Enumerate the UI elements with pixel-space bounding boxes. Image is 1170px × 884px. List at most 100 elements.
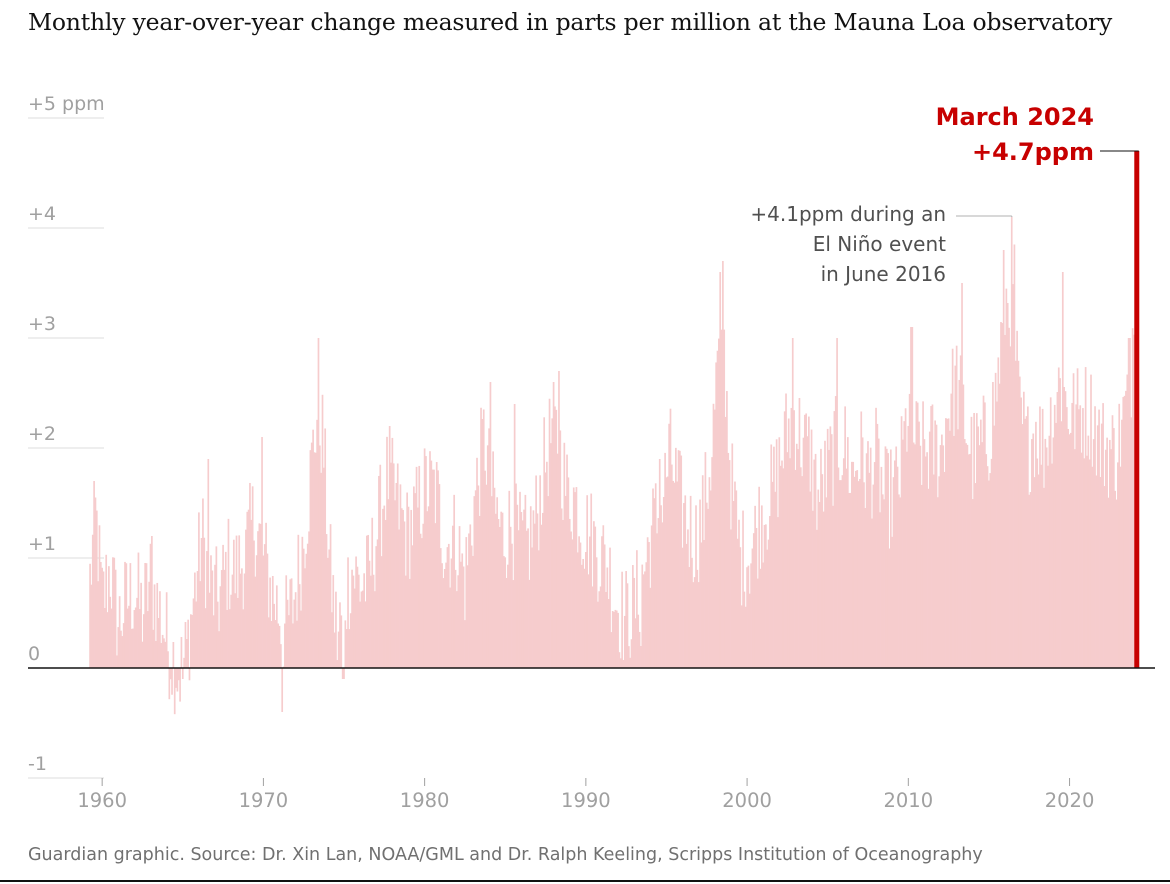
data-bar [443, 569, 446, 668]
data-bar [683, 503, 685, 668]
data-bar [617, 612, 619, 668]
data-bar [801, 476, 803, 668]
data-bar [799, 467, 802, 668]
y-tick-label: +2 [28, 423, 56, 445]
data-bar [379, 464, 382, 668]
data-bar [300, 610, 302, 668]
data-bar [975, 413, 978, 668]
data-bar [370, 575, 372, 668]
data-bar [1104, 449, 1107, 668]
data-bar [1133, 334, 1135, 668]
data-bar [1028, 494, 1031, 668]
data-bar [1114, 490, 1117, 668]
data-bar [91, 534, 94, 668]
data-bar [396, 463, 399, 668]
data-bar [841, 475, 844, 668]
data-bar [251, 486, 254, 668]
data-bar [703, 540, 705, 668]
data-bar [1010, 217, 1013, 668]
data-bar [285, 575, 288, 668]
data-bar [250, 519, 253, 668]
data-bar [211, 570, 214, 668]
data-bar [990, 458, 993, 668]
data-bar [340, 615, 343, 668]
data-bar [450, 558, 453, 668]
data-bar [304, 568, 306, 668]
data-bar [180, 637, 183, 668]
data-bar [978, 445, 981, 668]
data-bar [1057, 367, 1060, 668]
data-bar [812, 510, 814, 668]
data-bar [748, 593, 751, 668]
gridlines: +5 ppm +4 +3 +2 +1 0 -1 [28, 93, 105, 779]
data-bar [962, 384, 965, 668]
data-bar [451, 525, 454, 668]
data-bar [99, 562, 102, 668]
data-bar [1083, 458, 1086, 668]
data-bar [1060, 421, 1063, 668]
data-bar [516, 504, 519, 668]
data-bar [1001, 323, 1004, 668]
data-bar [627, 646, 630, 668]
data-bar [195, 601, 198, 668]
data-bar [652, 488, 654, 668]
y-tick-label: -1 [28, 753, 47, 775]
data-bar [177, 668, 180, 681]
data-bar [341, 668, 344, 679]
data-bar [219, 586, 222, 668]
data-bar [246, 511, 249, 668]
data-bar [798, 397, 801, 668]
data-bar [515, 483, 517, 668]
data-bar [116, 655, 118, 668]
data-bar [406, 492, 408, 668]
data-bar [907, 425, 910, 668]
data-bar [339, 602, 341, 668]
data-bar [102, 571, 105, 668]
data-bar [677, 450, 680, 668]
data-bar [1074, 449, 1076, 668]
data-bar [1024, 418, 1027, 668]
data-bar [1071, 402, 1074, 668]
annotations: March 2024 +4.7ppm +4.1ppm during an El Niñ… [750, 103, 1139, 286]
data-bar [179, 668, 181, 702]
data-bar [403, 521, 406, 668]
data-bar [430, 460, 433, 668]
data-bar [767, 539, 770, 668]
data-bar [771, 481, 774, 668]
data-bar [910, 327, 912, 668]
data-bar [946, 418, 949, 668]
data-bar [554, 406, 556, 668]
data-bar [90, 584, 93, 668]
y-tick-label: +3 [28, 313, 56, 335]
data-bar [203, 537, 206, 668]
data-bar [619, 658, 622, 668]
data-bar [820, 448, 822, 668]
data-bar [484, 470, 486, 668]
data-bar [199, 581, 202, 668]
data-bar [445, 562, 447, 668]
data-bar [989, 473, 992, 668]
data-bar [504, 557, 507, 668]
data-bar [222, 544, 224, 668]
data-bar [842, 458, 845, 668]
data-bar [372, 574, 375, 668]
data-bar [653, 498, 656, 668]
highlight-value-label: +4.7ppm [972, 138, 1094, 166]
data-bar [672, 480, 675, 668]
data-bar [210, 555, 212, 668]
data-bar [611, 611, 614, 668]
data-bar [411, 545, 414, 668]
data-bar [215, 546, 218, 668]
data-bar [777, 517, 779, 668]
data-bar [805, 413, 808, 668]
data-bar [168, 668, 171, 700]
data-bar [564, 495, 567, 668]
data-bar [294, 592, 297, 668]
data-bar [551, 418, 554, 668]
data-bar [464, 620, 466, 668]
data-bar [924, 456, 927, 668]
data-bar [227, 518, 230, 668]
data-bar [808, 416, 810, 668]
data-bar [685, 543, 688, 668]
data-bar [1000, 322, 1002, 668]
